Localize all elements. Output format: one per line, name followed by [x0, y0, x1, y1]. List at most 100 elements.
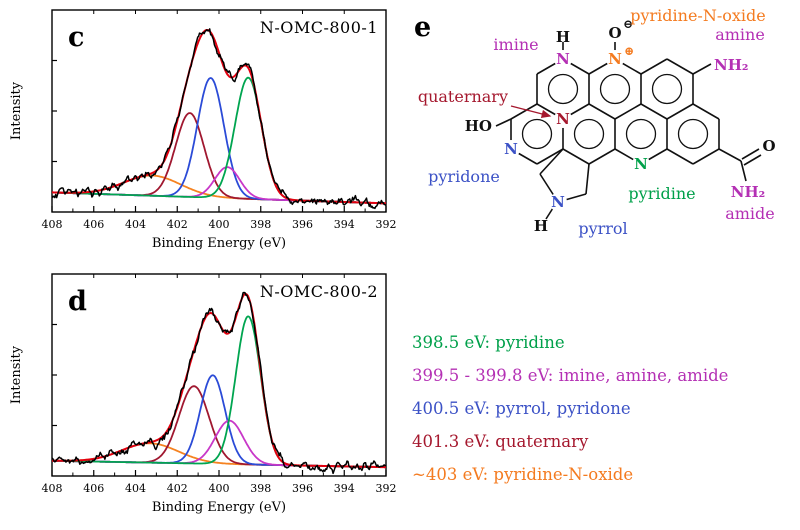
- x-tick-label: 398: [250, 482, 271, 495]
- bond: [585, 163, 590, 195]
- legend-line: 401.3 eV: quaternary: [412, 432, 589, 451]
- x-tick-label: 392: [376, 482, 397, 495]
- peak-assignment-legend: 398.5 eV: pyridine 399.5 - 399.8 eV: imin…: [412, 333, 797, 498]
- aromatic-ring-circle: [521, 118, 553, 150]
- x-tick-label: 394: [334, 482, 355, 495]
- bond: [740, 160, 747, 182]
- xps-spectrum-n-omc-800-2: 408 406 404 402 400 398 396 394 392 Binding Energ…: [9, 273, 397, 515]
- bond: [743, 154, 762, 166]
- x-tick-label: 408: [42, 218, 63, 231]
- legend-line: 398.5 eV: pyridine: [412, 333, 565, 352]
- charge-plus-icon: ⊕: [624, 44, 634, 58]
- bond: [539, 148, 564, 175]
- legend-line: 399.5 - 399.8 eV: imine, amine, amide: [412, 366, 729, 385]
- aromatic-ring-circle: [599, 73, 631, 105]
- atom-mask: [606, 50, 624, 68]
- bond: [495, 118, 512, 127]
- label-imine: imine: [493, 35, 538, 54]
- x-tick-label: 402: [167, 218, 188, 231]
- atom-mask: [554, 50, 572, 68]
- atom-mask: [632, 155, 650, 173]
- x-tick-label: 398: [250, 218, 271, 231]
- panel-letter-e: e: [414, 12, 431, 43]
- atom-ho: HO: [465, 117, 492, 135]
- bond: [588, 103, 616, 120]
- aromatic-ring-circle: [651, 73, 683, 105]
- raw-data: [51, 291, 387, 475]
- x-tick-label: 394: [334, 218, 355, 231]
- bond: [666, 58, 694, 75]
- x-tick-label: 400: [209, 218, 230, 231]
- quaternary-arrow: [510, 105, 552, 118]
- label-pyridine: pyridine: [628, 184, 695, 203]
- bond: [692, 63, 712, 75]
- xps-panel-c: 408 406 404 402 400 398 396 394 392 Binding Energ…: [6, 2, 396, 260]
- atom-nh2-amide: NH₂: [731, 183, 765, 201]
- chart-title: N-OMC-800-2: [260, 282, 378, 301]
- bond: [666, 103, 694, 120]
- bond: [588, 148, 616, 165]
- atom-nh2-amine: NH₂: [714, 56, 748, 74]
- x-tick-label: 408: [42, 482, 63, 495]
- label-amide: amide: [725, 204, 775, 223]
- bond: [692, 103, 720, 120]
- raw-data: [51, 28, 387, 210]
- bond: [666, 148, 694, 165]
- panel-letter: d: [68, 286, 87, 317]
- y-axis-label: Intensity: [9, 81, 24, 140]
- x-tick-label: 396: [292, 218, 313, 231]
- atom-mask: [502, 140, 520, 158]
- aromatic-ring-circle: [677, 118, 709, 150]
- x-tick-label: 400: [209, 482, 230, 495]
- label-quaternary: quaternary: [418, 87, 508, 106]
- aromatic-ring-circle: [625, 118, 657, 150]
- panel-letter: c: [68, 22, 84, 53]
- bond: [692, 148, 720, 165]
- structure-diagram: e H N O ⊖ N ⊕ NH₂ N HO N N N H O NH₂ imi…: [414, 6, 776, 238]
- bond: [510, 103, 538, 120]
- atom-h-pyrrole: H: [534, 217, 548, 235]
- x-axis-label: Binding Energy (eV): [152, 236, 286, 251]
- xps-spectrum-n-omc-800-1: 408 406 404 402 400 398 396 394 392 Binding Energ…: [9, 9, 397, 251]
- atom-n-oxide: N: [608, 50, 622, 68]
- bond: [536, 148, 564, 165]
- atom-n-imine: N: [556, 50, 570, 68]
- plot-frame: [51, 9, 387, 213]
- atom-n-pyridine: N: [634, 155, 648, 173]
- xps-panel-d: 408 406 404 402 400 398 396 394 392 Binding Energ…: [6, 266, 396, 524]
- legend-line: 400.5 eV: pyrrol, pyridone: [412, 399, 631, 418]
- bond: [640, 58, 668, 75]
- atom-n-pyrrole: N: [551, 193, 565, 211]
- aromatic-ring-circle: [573, 118, 605, 150]
- atom-mask: [554, 110, 572, 128]
- x-tick-label: 396: [292, 482, 313, 495]
- x-axis-label: Binding Energy (eV): [152, 500, 286, 515]
- y-axis-label: Intensity: [9, 345, 24, 404]
- x-tick-label: 406: [83, 218, 104, 231]
- bond: [741, 148, 760, 160]
- label-pyridine-n-oxide: pyridine-N-oxide: [630, 6, 765, 25]
- bond: [614, 103, 642, 120]
- aromatic-ring-circle: [547, 73, 579, 105]
- atom-n-quaternary: N: [556, 110, 570, 128]
- x-tick-label: 404: [125, 218, 146, 231]
- x-tick-label: 404: [125, 482, 146, 495]
- bond: [562, 148, 590, 165]
- x-tick-label: 406: [83, 482, 104, 495]
- bond: [640, 103, 668, 120]
- bond: [718, 148, 742, 162]
- atom-mask: [549, 193, 567, 211]
- label-pyridone: pyridone: [428, 167, 500, 186]
- label-amine: amine: [715, 25, 765, 44]
- x-tick-label: 392: [376, 218, 397, 231]
- atom-n-pyridone: N: [504, 140, 518, 158]
- legend-line: ~403 eV: pyridine-N-oxide: [412, 465, 634, 484]
- atom-o-oxide: O: [608, 24, 621, 42]
- label-pyrrol: pyrrol: [578, 219, 627, 238]
- charge-minus-icon: ⊖: [623, 17, 633, 31]
- bond: [545, 207, 554, 220]
- peak-pyrrol-pyridone: [52, 77, 387, 205]
- atom-h-imine: H: [556, 28, 570, 46]
- chart-title: N-OMC-800-1: [260, 18, 378, 37]
